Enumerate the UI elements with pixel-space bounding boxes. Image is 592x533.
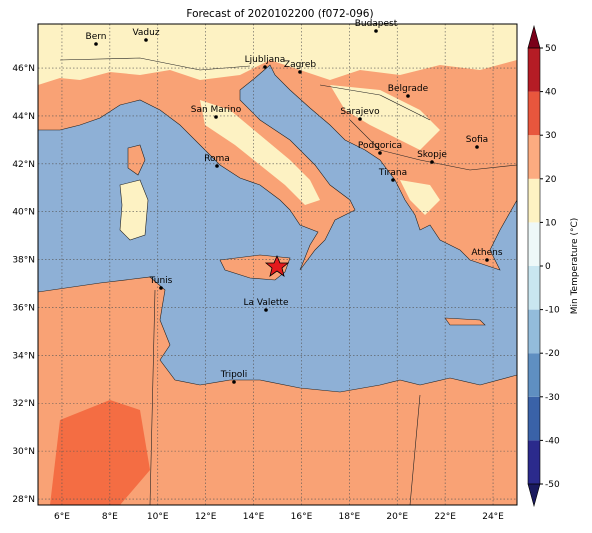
y-tick-label: 28°N [12, 495, 35, 505]
city-label: Vaduz [132, 28, 159, 38]
colorbar-label: Min Temperature (°C) [570, 218, 580, 315]
location-star [264, 254, 290, 277]
city-dot [214, 115, 218, 119]
city-label: Belgrade [388, 84, 429, 94]
colorbar-tick-label: -30 [545, 393, 560, 403]
y-tick-label: 34°N [12, 351, 35, 361]
cool-zone [400, 180, 440, 215]
city-label: Athens [471, 248, 502, 258]
colorbar-segment [528, 266, 540, 310]
colorbar-segment [528, 178, 540, 223]
colorbar-tick-label: 10 [545, 218, 557, 228]
x-tick-label: 12°E [195, 512, 217, 522]
x-tick-label: 24°E [482, 512, 504, 522]
corsica [127, 144, 146, 176]
y-tick-label: 42°N [12, 160, 35, 170]
map-frame [37, 23, 518, 506]
colorbar-segment [528, 353, 540, 397]
sardinia [119, 179, 149, 241]
city-dot [406, 94, 410, 98]
y-tick-label: 38°N [12, 256, 35, 266]
title: Forecast of 2020102200 (f072-096) [186, 8, 373, 20]
city-label: La Valette [244, 298, 289, 308]
city-label: Roma [204, 154, 230, 164]
colorbar-segment [528, 48, 540, 92]
colorbar-tick-label: 0 [545, 262, 551, 272]
city-dot [144, 38, 148, 42]
city-dot [358, 117, 362, 121]
city-label: Tirana [378, 168, 407, 178]
city-dot [263, 65, 267, 69]
y-tick-label: 30°N [12, 447, 35, 457]
city-dot [215, 164, 219, 168]
colorbar-extend-over [527, 24, 541, 49]
y-tick-label: 40°N [12, 208, 35, 218]
colorbar-tick-label: -20 [545, 349, 560, 359]
city-dot [374, 29, 378, 33]
x-tick-label: 16°E [291, 512, 313, 522]
x-tick-label: 18°E [339, 512, 361, 522]
city-dot [430, 160, 434, 164]
x-tick-label: 14°E [243, 512, 265, 522]
city-label: Zagreb [284, 60, 316, 70]
city-label: Ljubljana [245, 55, 286, 65]
city-label: Tunis [149, 276, 173, 286]
colorbar-tick-label: -10 [545, 306, 560, 316]
colorbar-tick-label: 50 [545, 44, 557, 54]
cool-zone [330, 85, 440, 150]
colorbar-tick-label: 20 [545, 175, 557, 185]
colorbar-tick-label: 40 [545, 88, 557, 98]
city-label: Sofia [466, 135, 488, 145]
colorbar-tick-label: 30 [545, 131, 557, 141]
city-label: Podgorica [358, 141, 402, 151]
colorbar-segment [528, 309, 540, 354]
city-label: San Marino [191, 105, 242, 115]
x-tick-label: 20°E [386, 512, 408, 522]
city-label: Bern [86, 32, 107, 42]
city-dot [391, 178, 395, 182]
y-tick-label: 32°N [12, 399, 35, 409]
city-dot [485, 258, 489, 262]
x-tick-label: 6°E [54, 512, 70, 522]
cool-zone [200, 100, 320, 205]
colorbar-segment [528, 440, 540, 484]
colorbar-extend-under [527, 483, 541, 508]
colorbar-tick-label: -40 [545, 436, 560, 446]
colorbar-segment [528, 222, 540, 266]
city-dot [232, 380, 236, 384]
colorbar-segment [528, 91, 540, 136]
city-dot [475, 145, 479, 149]
borders [59, 57, 517, 505]
city-dot [159, 286, 163, 290]
city-dot [264, 308, 268, 312]
colorbar: -50 -40 -30 -20 -10 0 10 20 30 40 50 [527, 24, 560, 508]
colorbar-segment [528, 135, 540, 179]
warm-zone [50, 400, 150, 505]
x-tick-label: 22°E [434, 512, 456, 522]
city-label: Tripoli [220, 370, 248, 380]
city-label: Sarajevo [340, 107, 380, 117]
colorbar-segment [528, 396, 540, 441]
europe-land [38, 24, 517, 271]
city-dot [298, 70, 302, 74]
city-dot [94, 42, 98, 46]
crete [444, 317, 486, 326]
colorbar-tick-label: -50 [545, 480, 560, 490]
x-tick-label: 8°E [102, 512, 118, 522]
city-label: Skopje [417, 150, 447, 160]
y-tick-label: 44°N [12, 112, 35, 122]
y-tick-label: 36°N [12, 303, 35, 313]
x-tick-label: 10°E [147, 512, 169, 522]
city-dot [378, 151, 382, 155]
y-tick-label: 46°N [12, 64, 35, 74]
graticule: 6°E 8°E 10°E 12°E 14°E 16°E 18°E 20°E 22°E 24°E 28… [12, 24, 517, 522]
